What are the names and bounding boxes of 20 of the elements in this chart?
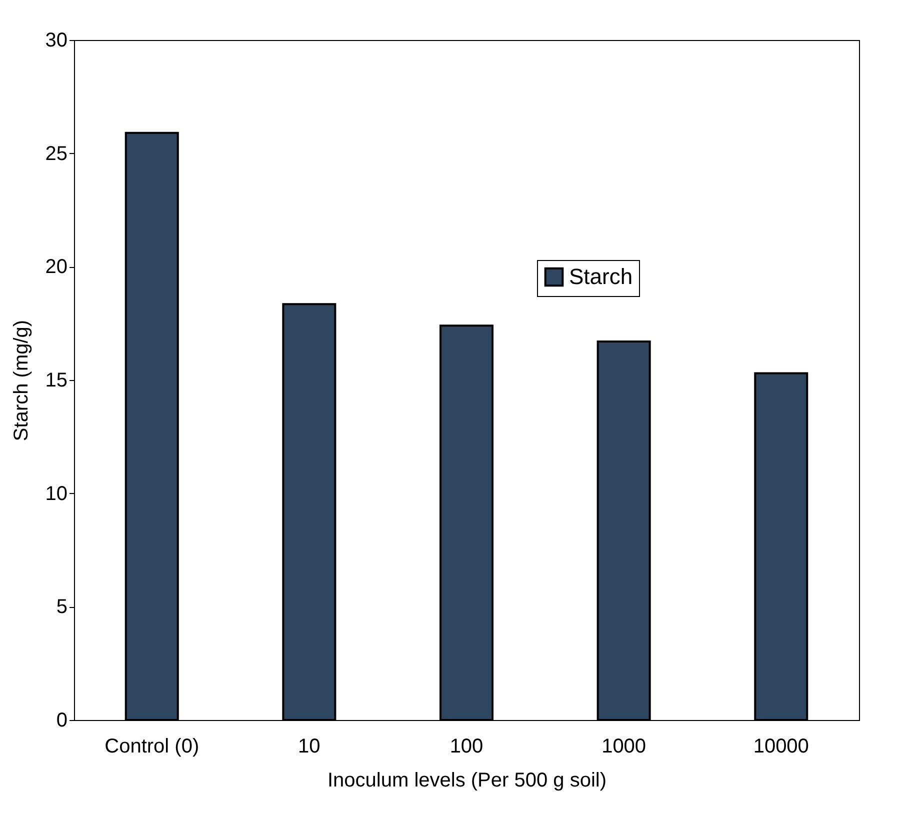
y-tick-label: 20: [45, 256, 68, 278]
x-tick-label: Control (0): [104, 736, 200, 758]
y-tick-label: 30: [45, 30, 68, 52]
y-tick-label: 0: [56, 710, 68, 732]
bar: [440, 324, 494, 721]
y-tick-label: 15: [45, 370, 68, 392]
bar: [282, 303, 336, 721]
y-axis-title: Starch (mg/g): [10, 320, 32, 442]
x-tick-label: 10000: [753, 736, 809, 758]
x-tick-label: 10: [298, 736, 320, 758]
y-tick-label: 5: [56, 596, 68, 618]
bar: [124, 132, 179, 721]
x-axis-title: Inoculum levels (Per 500 g soil): [327, 770, 607, 792]
y-tick-label: 10: [45, 482, 68, 505]
x-tick-label: 100: [450, 736, 484, 758]
bar: [596, 340, 651, 721]
bar: [754, 372, 808, 721]
legend-label: Starch: [569, 264, 633, 289]
y-tick-label: 25: [45, 142, 68, 165]
x-tick-label: 1000: [602, 736, 646, 758]
